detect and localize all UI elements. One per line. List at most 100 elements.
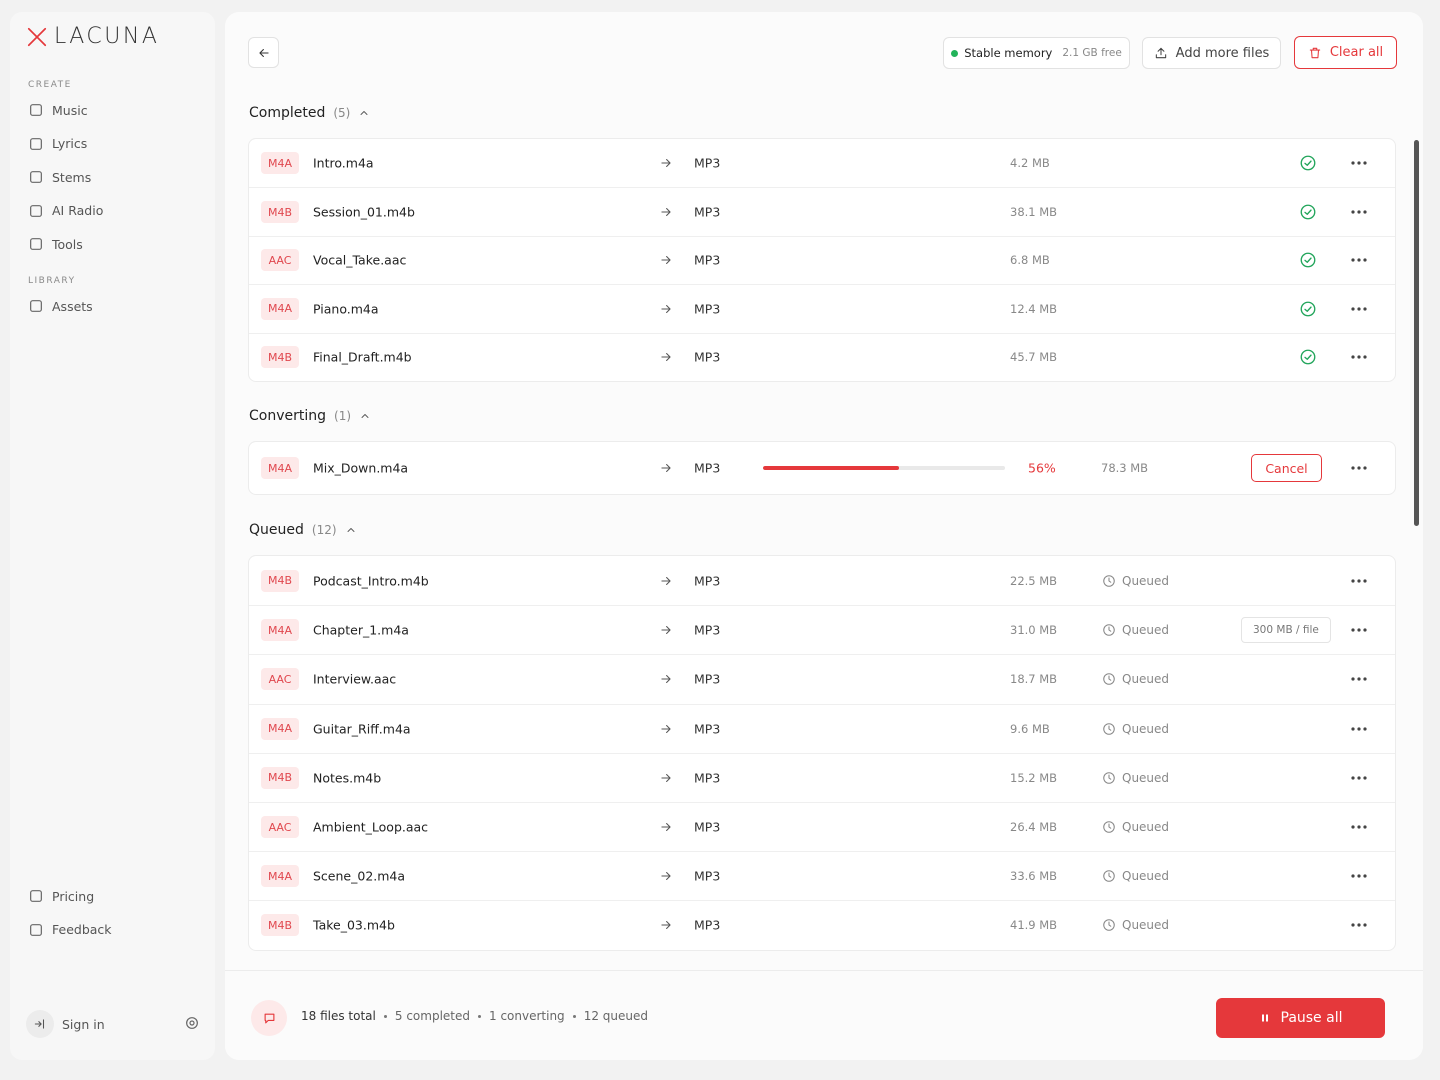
summary-converting: 1 converting [489, 1009, 565, 1023]
progress-fill [763, 466, 899, 470]
status-label: Queued [1122, 721, 1170, 736]
format-badge: M4B [261, 201, 299, 224]
nav-label: Pricing [52, 888, 95, 904]
nav-icon [30, 204, 42, 217]
target-format: MP3 [694, 721, 721, 737]
more-menu[interactable] [1351, 676, 1367, 682]
more-menu[interactable] [1351, 306, 1367, 312]
file-row: M4A Intro.m4a MP3 4.2 MB [249, 139, 1395, 187]
settings-button[interactable] [184, 1015, 200, 1035]
nav-icon [30, 238, 42, 250]
more-menu[interactable] [1351, 627, 1367, 633]
file-size: 6.8 MB [1010, 253, 1050, 268]
collapse-icon [360, 111, 368, 115]
more-menu[interactable] [1351, 465, 1367, 471]
nav-item[interactable]: Stems [28, 169, 91, 185]
memory-label: Stable memory [964, 46, 1053, 60]
file-size: 22.5 MB [1010, 573, 1058, 588]
separator-dot [383, 1014, 387, 1018]
section-header[interactable]: Completed (5) [249, 101, 370, 125]
done-check [1300, 349, 1316, 365]
format-badge: AAC [261, 668, 299, 691]
file-size: 15.2 MB [1010, 770, 1058, 785]
more-menu[interactable] [1351, 578, 1367, 584]
section-count: (5) [333, 106, 351, 120]
more-menu[interactable] [1351, 160, 1367, 166]
done-check [1300, 155, 1316, 171]
nav-item[interactable]: Pricing [28, 888, 94, 904]
target-format: MP3 [694, 917, 721, 933]
collapse-icon [347, 528, 354, 532]
pause-icon [1261, 1014, 1268, 1022]
pause-all-label: Pause all [1280, 1010, 1343, 1026]
memory-free: 2.1 GB free [1062, 47, 1122, 59]
queued-status: Queued [1102, 869, 1169, 883]
more-menu[interactable] [1351, 824, 1367, 830]
add-files-button[interactable]: Add more files [1142, 37, 1281, 69]
sign-in[interactable]: Sign in [26, 1010, 105, 1038]
format-badge: M4A [261, 865, 299, 888]
pause-all-button[interactable]: Pause all [1216, 998, 1385, 1038]
nav-item[interactable]: Feedback [28, 922, 112, 938]
status-label: Queued [1122, 820, 1170, 835]
status-label: Queued [1122, 672, 1170, 687]
size-limit: 300 MB / file [1241, 617, 1331, 644]
more-menu[interactable] [1351, 775, 1367, 781]
target-format: MP3 [694, 622, 721, 638]
nav-icon [30, 171, 42, 183]
more-menu[interactable] [1351, 354, 1367, 360]
file-card: M4A Mix_Down.m4a MP3 56% 78.3 MB Cancel [248, 441, 1396, 495]
clock-icon [1103, 574, 1115, 587]
done-check [1300, 253, 1316, 268]
sign-in-glyph [34, 1019, 45, 1029]
queued-status: Queued [1102, 820, 1169, 834]
nav-icon [30, 923, 42, 936]
done-check [1300, 301, 1316, 317]
format-badge: M4B [261, 766, 299, 789]
section-header[interactable]: Converting (1) [249, 404, 371, 428]
more-menu[interactable] [1351, 257, 1367, 263]
nav-icon [30, 300, 42, 312]
nav-item[interactable]: AI Radio [28, 203, 103, 219]
nav-item[interactable]: Tools [28, 236, 83, 252]
target-format: MP3 [694, 301, 721, 317]
summary-total: 18 files total [301, 1009, 376, 1023]
nav-item[interactable]: Music [28, 102, 88, 118]
section-header[interactable]: Queued (12) [249, 518, 357, 542]
sign-in-icon [26, 1010, 54, 1038]
nav-item[interactable]: Lyrics [28, 136, 87, 152]
file-row: M4B Podcast_Intro.m4b MP3 22.5 MB Queued [249, 556, 1395, 605]
file-name: Intro.m4a [313, 155, 374, 171]
file-name: Scene_02.m4a [313, 868, 406, 884]
file-name: Session_01.m4b [313, 204, 415, 220]
summary-completed: 5 completed [394, 1009, 470, 1023]
clock-icon [1103, 870, 1115, 883]
status-label: Queued [1122, 869, 1170, 884]
file-row: M4A Piano.m4a MP3 12.4 MB [249, 284, 1395, 332]
nav-item[interactable]: Assets [28, 298, 93, 314]
more-menu[interactable] [1351, 922, 1367, 928]
format-badge: M4A [261, 717, 299, 740]
status-dot [951, 49, 959, 57]
format-badge: M4B [261, 346, 299, 369]
format-badge: AAC [261, 816, 299, 839]
file-row: M4B Notes.m4b MP3 15.2 MB Queued [249, 752, 1395, 802]
target-format: MP3 [694, 770, 721, 786]
done-check [1300, 204, 1316, 220]
section-title: Converting [249, 408, 327, 424]
clock-icon [1103, 821, 1115, 833]
target-format: MP3 [694, 252, 721, 268]
convert-arrow [661, 353, 671, 362]
clear-all-button[interactable]: Clear all [1294, 36, 1397, 69]
file-card: M4A Intro.m4a MP3 4.2 MB M4B Session_01.m4b MP… [248, 138, 1396, 382]
collapse-icon [361, 414, 369, 418]
more-menu[interactable] [1351, 726, 1367, 732]
cancel-button[interactable]: Cancel [1251, 454, 1322, 482]
more-menu[interactable] [1351, 209, 1367, 215]
sidebar: LACUNA CREATE Music Lyrics Stems AI Radio Tool… [10, 12, 215, 1060]
file-row: M4A Chapter_1.m4a MP3 31.0 MB Queued 300 MB /… [249, 605, 1395, 654]
more-menu[interactable] [1351, 873, 1367, 879]
target-format: MP3 [694, 573, 721, 589]
back-button[interactable] [248, 37, 279, 68]
trash-icon [1309, 47, 1321, 58]
